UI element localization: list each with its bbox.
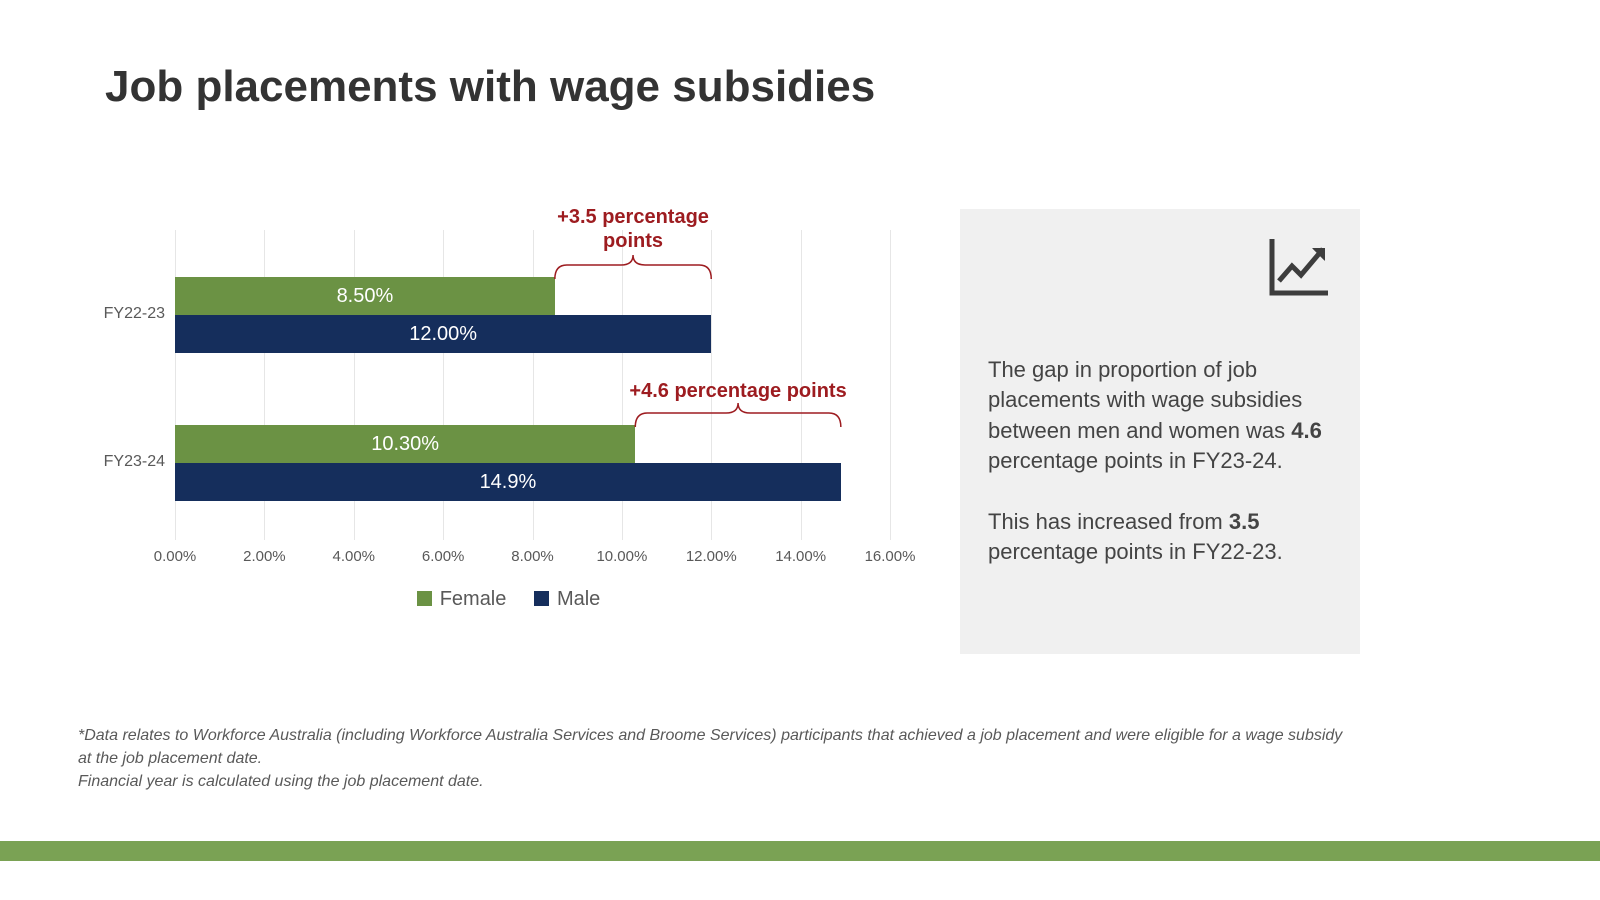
legend-label-female: Female	[440, 588, 507, 610]
bar-male: 12.00%	[175, 315, 711, 353]
chart-plot-area: 0.00%2.00%4.00%6.00%8.00%10.00%12.00%14.…	[175, 230, 890, 540]
footnote-line2: Financial year is calculated using the j…	[78, 770, 1358, 793]
x-tick-label: 4.00%	[332, 548, 375, 565]
summary-text: The gap in proportion of job placements …	[988, 355, 1332, 568]
summary-box: The gap in proportion of job placements …	[960, 209, 1360, 654]
x-tick-label: 0.00%	[154, 548, 197, 565]
accent-bar	[0, 841, 1600, 861]
y-category-label: FY23-24	[85, 453, 165, 471]
page-title: Job placements with wage subsidies	[105, 62, 875, 112]
legend-swatch-female	[417, 591, 432, 606]
bar-male: 14.9%	[175, 463, 841, 501]
footnote-line1: *Data relates to Workforce Australia (in…	[78, 724, 1358, 770]
legend-label-male: Male	[557, 588, 600, 610]
x-tick-label: 8.00%	[511, 548, 554, 565]
x-tick-label: 2.00%	[243, 548, 286, 565]
x-tick-label: 12.00%	[686, 548, 737, 565]
chart-legend: Female Male	[105, 588, 890, 611]
bar-female: 10.30%	[175, 425, 635, 463]
y-category-label: FY22-23	[85, 305, 165, 323]
trend-up-icon	[1266, 231, 1332, 306]
gap-label: +3.5 percentagepoints	[533, 205, 733, 253]
bar-female: 8.50%	[175, 277, 555, 315]
x-tick-label: 6.00%	[422, 548, 465, 565]
bar-chart: 0.00% 2.00% 4.00% 6.00% 8.00% 10.00% 12.00% 14.…	[105, 230, 890, 630]
footnote: *Data relates to Workforce Australia (in…	[78, 724, 1358, 794]
legend-swatch-male	[534, 591, 549, 606]
x-tick-label: 16.00%	[865, 548, 916, 565]
x-tick-label: 14.00%	[775, 548, 826, 565]
x-tick-label: 10.00%	[596, 548, 647, 565]
gap-label: +4.6 percentage points	[588, 379, 888, 403]
